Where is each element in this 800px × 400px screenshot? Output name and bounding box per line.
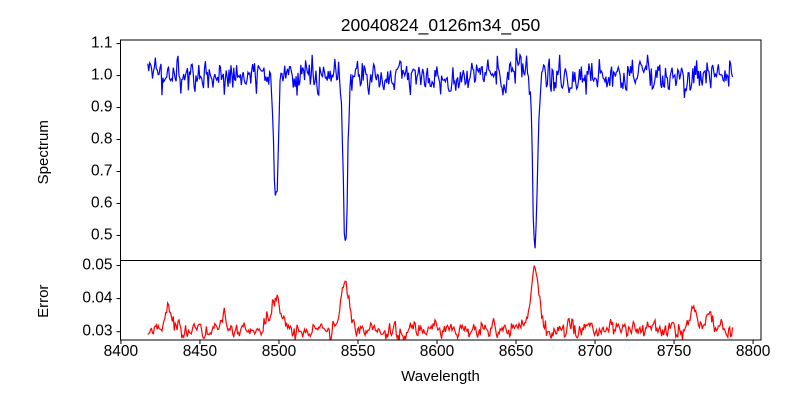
svg-text:0.5: 0.5 [91, 226, 113, 243]
svg-text:8750: 8750 [657, 343, 692, 360]
svg-text:8500: 8500 [262, 343, 297, 360]
svg-text:20040824_0126m34_050: 20040824_0126m34_050 [341, 15, 541, 36]
svg-text:0.8: 0.8 [91, 131, 113, 148]
svg-text:0.05: 0.05 [82, 256, 112, 273]
svg-text:8450: 8450 [183, 343, 218, 360]
svg-text:0.03: 0.03 [82, 323, 112, 340]
svg-text:0.7: 0.7 [91, 162, 113, 179]
svg-text:0.6: 0.6 [91, 194, 113, 211]
svg-text:Error: Error [35, 285, 52, 318]
svg-text:8700: 8700 [578, 343, 613, 360]
svg-text:8800: 8800 [736, 343, 771, 360]
svg-text:8400: 8400 [104, 343, 139, 360]
svg-text:0.9: 0.9 [91, 99, 113, 116]
svg-text:1.0: 1.0 [91, 67, 113, 84]
svg-text:8600: 8600 [420, 343, 455, 360]
svg-text:8650: 8650 [499, 343, 534, 360]
svg-text:0.04: 0.04 [82, 290, 113, 307]
svg-text:8550: 8550 [341, 343, 376, 360]
svg-text:Wavelength: Wavelength [401, 368, 480, 385]
svg-text:Spectrum: Spectrum [35, 120, 52, 184]
svg-text:1.1: 1.1 [91, 35, 113, 52]
